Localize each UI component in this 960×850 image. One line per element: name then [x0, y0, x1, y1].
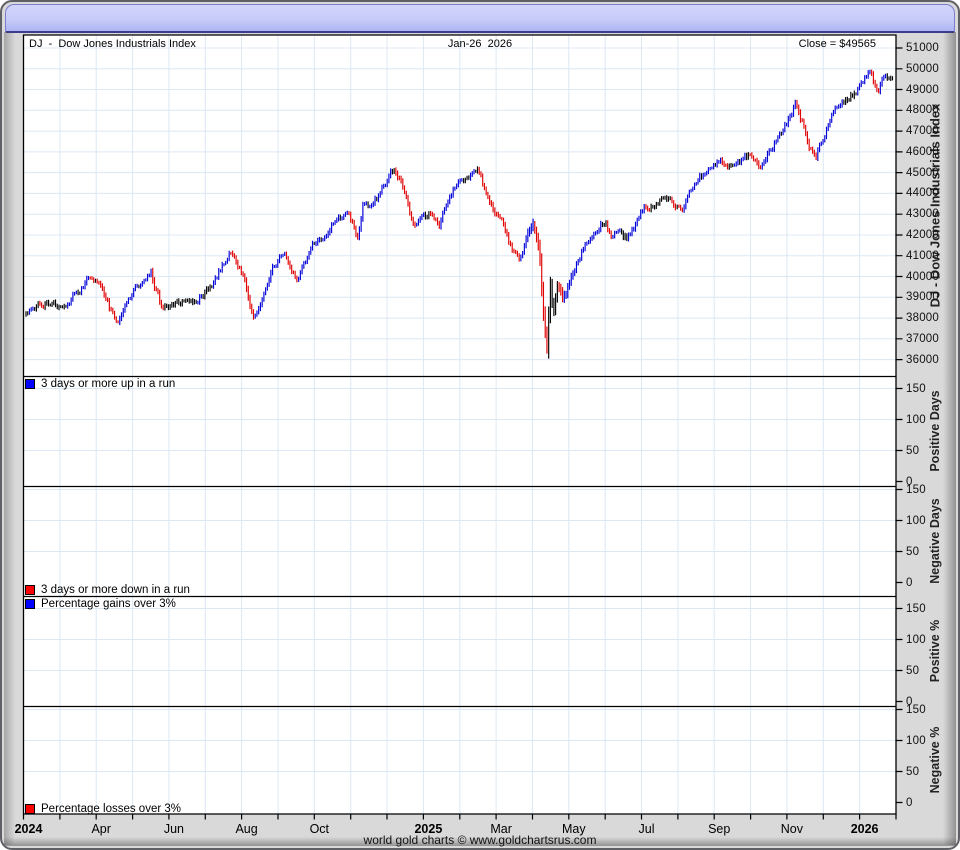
- price-bars-up-run: [28, 69, 887, 326]
- price-bars-down-run: [39, 69, 880, 354]
- axis-ticks: [22, 47, 903, 820]
- gridlines: [23, 35, 896, 814]
- price-bars-neutral: [25, 73, 894, 359]
